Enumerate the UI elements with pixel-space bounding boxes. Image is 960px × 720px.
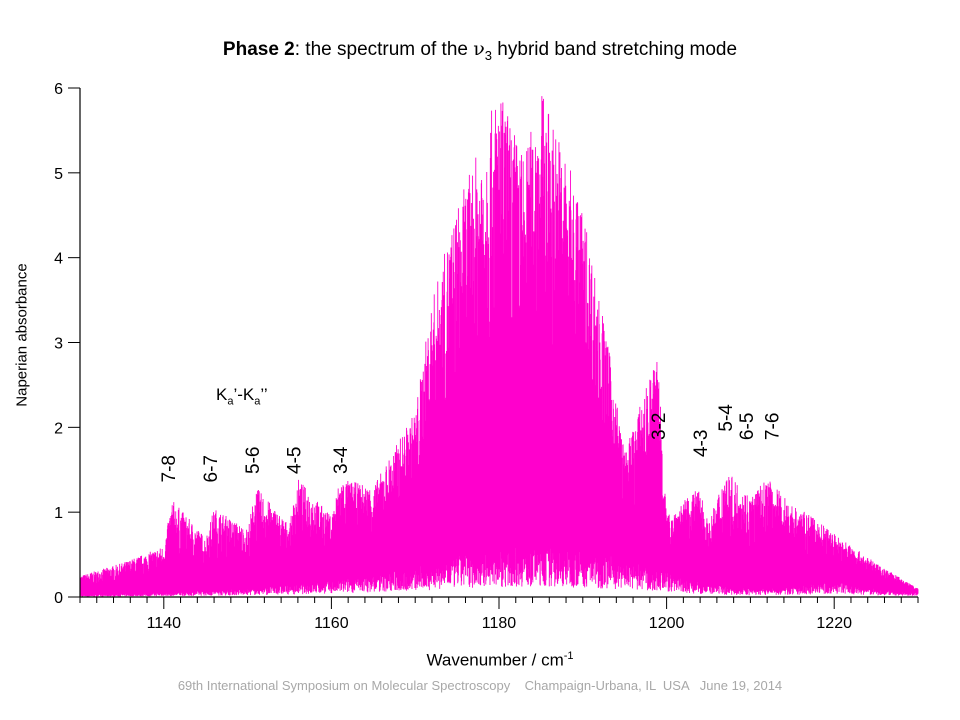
y-tick-label: 1 (54, 505, 63, 522)
y-tick-label: 3 (54, 336, 63, 353)
mode-label-5-4: 5-4 (716, 404, 737, 432)
x-tick-label: 1200 (649, 615, 685, 632)
spectrum-trace (79, 96, 919, 597)
mode-labels: 7-8 6-7 5-6 4-5 3-4 3-2 4-35-4 6-5 7-6 (159, 404, 783, 483)
y-tick-label: 5 (54, 166, 63, 183)
plot-axes: 0 1 2 3 4 5 6 1140 1160 1180 1200 1220 (54, 81, 919, 632)
mode-label-7-8: 7-8 (159, 455, 180, 482)
mode-label-6-7: 6-7 (201, 455, 222, 482)
y-axis-label: Naperian absorbance (13, 263, 31, 407)
mode-label-5-6: 5-6 (243, 447, 264, 474)
nu-symbol: ν (473, 38, 485, 60)
mode-label-6-5: 6-5 (737, 413, 758, 440)
x-tick-label: 1180 (482, 615, 517, 632)
mode-label-3-4: 3-4 (331, 446, 352, 474)
y-tick-label: 2 (54, 420, 63, 437)
y-tick-label: 0 (54, 590, 63, 607)
x-tick-label: 1140 (147, 615, 182, 632)
y-tick-label: 6 (54, 81, 63, 98)
mode-label-4-3: 4-3 (691, 430, 712, 457)
footer-text: 69th International Symposium on Molecula… (177, 678, 783, 693)
x-axis-label: Wavenumber / cm-1 (426, 650, 574, 670)
y-tick-label: 4 (54, 251, 63, 268)
ka-group-label: Ka’-Ka’’ (216, 385, 268, 408)
spectrum-path (79, 96, 919, 597)
x-tick-label: 1220 (816, 615, 852, 632)
mode-label-4-5: 4-5 (285, 447, 306, 474)
chart-title: Phase 2: the spectrum of the ν3 hybrid b… (222, 38, 738, 63)
mode-label-3-2: 3-2 (649, 413, 670, 440)
mode-label-7-6: 7-6 (762, 413, 783, 440)
x-tick-label: 1160 (314, 615, 349, 632)
